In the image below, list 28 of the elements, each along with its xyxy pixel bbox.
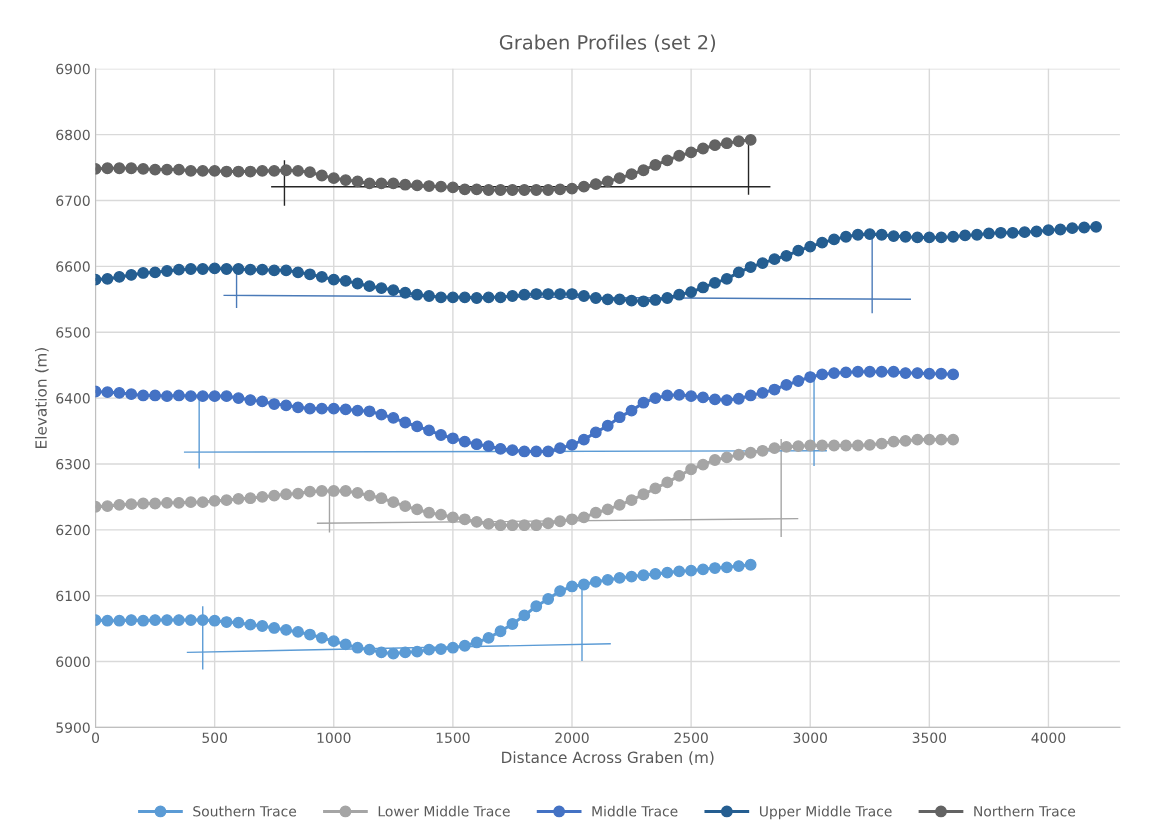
x-tick-label: 2500 [674, 732, 708, 744]
x-tick-label: 1000 [317, 732, 351, 744]
y-tick-label: 6400 [56, 393, 90, 404]
y-tick-label: 6300 [56, 458, 90, 470]
y-tick-label: 6700 [56, 195, 90, 206]
x-axis-title: Distance Across Graben (m) [502, 751, 714, 765]
legend-label: Northern Trace [974, 805, 1076, 817]
legend-label: Southern Trace [193, 805, 297, 817]
legend-label: Upper Middle Trace [759, 805, 892, 820]
legend-label: Middle Trace [592, 805, 678, 817]
x-tick-label: 1500 [436, 732, 470, 744]
y-tick-label: 6100 [56, 590, 90, 602]
x-tick-label: 500 [202, 732, 227, 744]
y-axis-title: Elevation (m) [34, 348, 49, 448]
x-tick-label: 0 [92, 732, 100, 744]
y-tick-label: 6800 [56, 129, 90, 141]
legend-label: Lower Middle Trace [378, 805, 510, 817]
y-tick-label: 6200 [56, 524, 90, 536]
chart-title: Graben Profiles (set 2) [499, 34, 716, 52]
y-tick-label: 6000 [56, 656, 90, 668]
y-tick-label: 6500 [56, 327, 90, 338]
x-tick-label: 3500 [912, 732, 947, 744]
y-tick-label: 5900 [56, 722, 90, 733]
y-tick-label: 6600 [56, 261, 90, 272]
x-tick-label: 3000 [793, 732, 827, 744]
y-tick-label: 6900 [56, 63, 90, 75]
x-tick-label: 2000 [555, 732, 589, 744]
x-tick-label: 4000 [1031, 732, 1066, 744]
